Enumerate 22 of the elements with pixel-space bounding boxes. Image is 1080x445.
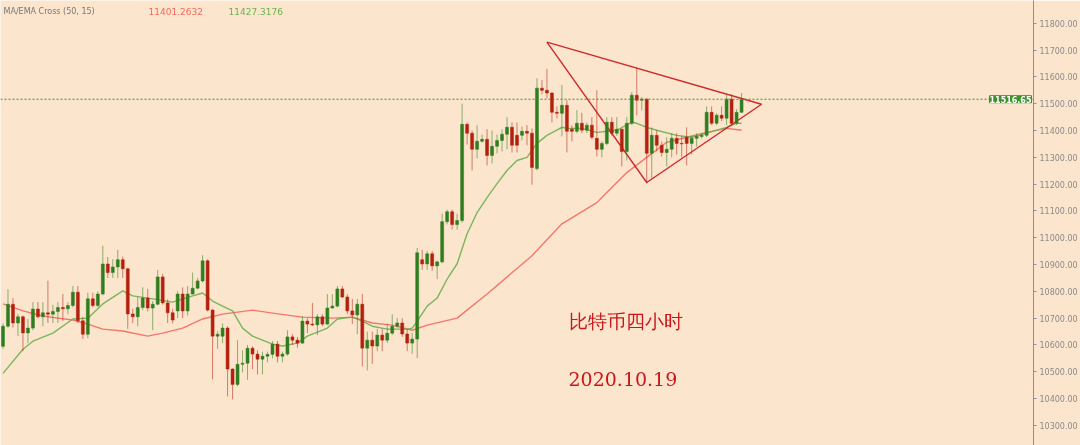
y-tick-label: 11800.00 xyxy=(1039,19,1078,29)
y-tick-label: 10900.00 xyxy=(1039,261,1078,271)
y-tick-label: 11700.00 xyxy=(1039,46,1078,56)
annotation: 2020.10.19 xyxy=(568,367,678,390)
y-tick-label: 11100.00 xyxy=(1039,207,1078,217)
text: MA/EMA Cross (50, 15) xyxy=(3,7,95,16)
y-tick-label: 10800.00 xyxy=(1039,287,1078,297)
y-tick-label: 10600.00 xyxy=(1039,341,1078,351)
ref-line-label: 11516.65 xyxy=(989,95,1032,105)
y-tick-label: 10400.00 xyxy=(1039,395,1078,405)
y-tick-label: 10700.00 xyxy=(1039,314,1078,324)
y-tick-label: 10300.00 xyxy=(1039,421,1078,431)
y-tick-label: 10500.00 xyxy=(1039,368,1078,378)
y-tick-label: 11000.00 xyxy=(1039,234,1078,244)
annotation: 11401.2632 xyxy=(148,7,203,17)
annotation: 11427.3176 xyxy=(228,7,284,17)
y-tick-label: 11200.00 xyxy=(1039,180,1078,190)
y-tick-label: 11600.00 xyxy=(1039,73,1078,83)
y-tick-label: 11400.00 xyxy=(1039,127,1078,137)
y-tick-label: 11300.00 xyxy=(1039,153,1078,163)
annotation: 比特币四小时 xyxy=(568,309,683,332)
y-tick-label: 11500.00 xyxy=(1039,100,1078,110)
